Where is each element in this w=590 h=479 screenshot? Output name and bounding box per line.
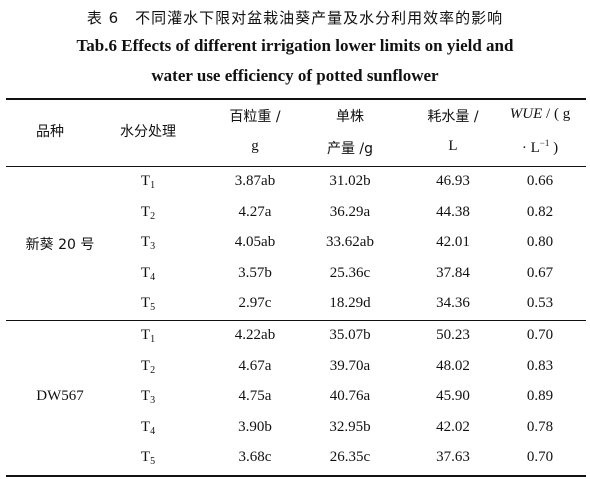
- cell-wue: 0.80: [526, 234, 554, 251]
- cell-yield-per-plant: 25.36c: [329, 264, 371, 281]
- cell-wue: 0.53: [526, 295, 554, 312]
- treatment-subscript: 1: [150, 334, 156, 345]
- cell-treatment: T1: [98, 173, 198, 191]
- treatment-subscript: 4: [150, 271, 156, 283]
- header-100-grain-weight-line-1: 百粒重 /: [229, 109, 281, 125]
- cell-100-grain-weight: 3.68c: [238, 449, 272, 466]
- cell-water-consumption: 42.01: [436, 234, 470, 251]
- header-yield-per-plant-line-2: 产量 /g: [326, 141, 374, 157]
- cell-water-consumption: 50.23: [436, 327, 470, 343]
- cell-treatment: T4: [98, 265, 198, 283]
- cell-variety: DW567: [36, 388, 84, 405]
- cell-variety: 新葵 20 号: [25, 237, 95, 254]
- cell-100-grain-weight: 4.75a: [238, 388, 272, 405]
- header-wue-unit-close: ): [549, 140, 559, 156]
- cell-yield-per-plant: 40.76a: [329, 388, 371, 405]
- treatment-subscript: 3: [150, 241, 156, 253]
- header-wue-unit-l: · L: [521, 140, 540, 156]
- header-wue-unit-open: / ( g: [542, 106, 571, 122]
- header-wue-name: WUE: [509, 106, 543, 122]
- table-caption-chinese: 表 6 不同灌水下限对盆栽油葵产量及水分利用效率的影响: [86, 9, 504, 27]
- cell-yield-per-plant: 33.62ab: [326, 234, 374, 251]
- table-caption-english-line-2: water use efficiency of potted sunflower: [151, 66, 439, 85]
- treatment-subscript: 3: [150, 395, 156, 407]
- table-caption-english-line-1: Tab.6 Effects of different irrigation lo…: [76, 36, 514, 55]
- treatment-letter: T: [140, 264, 151, 281]
- cell-water-consumption: 42.02: [436, 418, 470, 435]
- cell-wue: 0.89: [526, 388, 554, 405]
- treatment-subscript: 2: [150, 364, 156, 376]
- treatment-subscript: 2: [150, 210, 156, 222]
- cell-yield-per-plant: 31.02b: [329, 173, 371, 189]
- cell-100-grain-weight: 3.90b: [238, 418, 272, 435]
- header-wue-line-2: · L−1 ): [490, 138, 590, 157]
- cell-wue: 0.70: [526, 449, 554, 466]
- treatment-letter: T: [140, 295, 151, 312]
- cell-100-grain-weight: 4.05ab: [234, 234, 276, 251]
- header-variety: 品种: [36, 124, 64, 140]
- cell-yield-per-plant: 35.07b: [329, 327, 371, 343]
- cell-yield-per-plant: 36.29a: [329, 203, 371, 220]
- cell-100-grain-weight: 2.97c: [238, 295, 272, 312]
- cell-100-grain-weight: 4.67a: [238, 357, 272, 374]
- cell-water-consumption: 37.84: [436, 264, 470, 281]
- cell-treatment: T2: [98, 204, 198, 222]
- header-yield-per-plant-line-1: 单株: [336, 109, 364, 125]
- cell-wue: 0.78: [526, 418, 554, 435]
- cell-treatment: T4: [98, 419, 198, 437]
- cell-wue: 0.82: [526, 203, 554, 220]
- cell-water-consumption: 46.93: [436, 173, 470, 189]
- cell-wue: 0.66: [526, 173, 554, 189]
- treatment-letter: T: [140, 357, 151, 374]
- cell-water-consumption: 45.90: [436, 388, 470, 405]
- cell-yield-per-plant: 26.35c: [329, 449, 371, 466]
- header-rule: [6, 166, 586, 167]
- cell-wue: 0.67: [526, 264, 554, 281]
- cell-water-consumption: 48.02: [436, 357, 470, 374]
- cell-yield-per-plant: 18.29d: [329, 295, 371, 312]
- treatment-letter: T: [140, 203, 151, 220]
- cell-100-grain-weight: 4.27a: [238, 203, 272, 220]
- treatment-letter: T: [140, 418, 151, 435]
- cell-wue: 0.70: [526, 327, 554, 343]
- treatment-letter: T: [140, 234, 151, 251]
- cell-water-consumption: 34.36: [436, 295, 470, 312]
- cell-water-consumption: 44.38: [436, 203, 470, 220]
- header-water-consumption-line-1: 耗水量 /: [427, 109, 479, 125]
- table-bottom-rule: [6, 475, 586, 477]
- cell-wue: 0.83: [526, 357, 554, 374]
- treatment-letter: T: [140, 327, 151, 343]
- header-wue-unit-exponent: −1: [539, 138, 550, 148]
- cell-yield-per-plant: 32.95b: [329, 418, 371, 435]
- treatment-subscript: 5: [150, 302, 156, 314]
- cell-100-grain-weight: 4.22ab: [234, 327, 276, 343]
- cell-treatment: T2: [98, 358, 198, 376]
- treatment-letter: T: [140, 449, 151, 466]
- cell-treatment: T5: [98, 295, 198, 313]
- cell-treatment: T5: [98, 449, 198, 467]
- cell-water-consumption: 37.63: [436, 449, 470, 466]
- cell-treatment: T3: [98, 388, 198, 406]
- cell-treatment: T1: [98, 327, 198, 345]
- header-treatment: 水分处理: [120, 124, 176, 140]
- header-water-consumption-line-2: L: [448, 138, 458, 154]
- treatment-subscript: 5: [150, 456, 156, 468]
- treatment-subscript: 4: [150, 425, 156, 437]
- treatment-letter: T: [140, 173, 151, 189]
- header-wue-line-1: WUE / ( g: [490, 106, 590, 123]
- cell-treatment: T3: [98, 234, 198, 252]
- cell-100-grain-weight: 3.87ab: [234, 173, 276, 189]
- cell-yield-per-plant: 39.70a: [329, 357, 371, 374]
- cell-100-grain-weight: 3.57b: [238, 264, 272, 281]
- header-100-grain-weight-line-2: g: [251, 138, 259, 154]
- table-top-rule: [6, 98, 586, 100]
- treatment-subscript: 1: [150, 180, 156, 191]
- treatment-letter: T: [140, 388, 151, 405]
- group-divider-rule: [6, 320, 586, 321]
